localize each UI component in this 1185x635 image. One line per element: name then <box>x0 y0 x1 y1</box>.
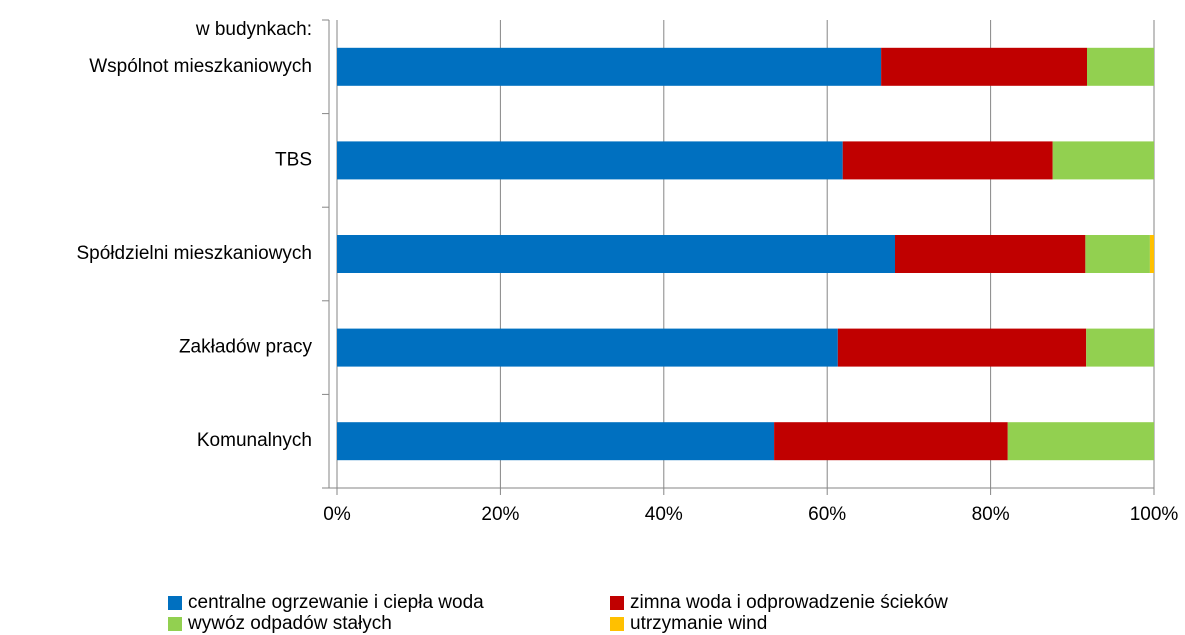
bar-segment <box>881 47 1088 86</box>
bar-segment <box>774 422 1008 461</box>
bar-segment <box>895 235 1086 273</box>
x-tick-label: 0% <box>323 504 351 525</box>
legend-label: centralne ogrzewanie i ciepła woda <box>188 592 484 613</box>
y-tick-label: TBS <box>275 149 312 170</box>
legend-swatch <box>610 617 624 631</box>
x-tick-label: 80% <box>972 504 1010 525</box>
y-tick-label: Wspólnot mieszkaniowych <box>89 56 312 77</box>
bar-segment <box>337 235 896 273</box>
y-tick-label: Komunalnych <box>197 430 312 451</box>
bar-segment <box>1086 328 1154 367</box>
annotation: w budynkach: <box>195 19 312 40</box>
legend-label: wywóz odpadów stałych <box>187 613 392 634</box>
y-tick-label: Spółdzielni mieszkaniowych <box>77 243 313 264</box>
legend-swatch <box>168 617 182 631</box>
y-tick-label: Zakładów pracy <box>179 337 313 358</box>
x-tick-label: 60% <box>808 504 846 525</box>
legend-label: utrzymanie wind <box>630 613 767 634</box>
legend-swatch <box>610 596 624 610</box>
bar-segment <box>337 141 843 180</box>
legend-swatch <box>168 596 182 610</box>
bar-segment <box>1052 141 1154 180</box>
bar-segment <box>1149 235 1154 273</box>
x-tick-label: 40% <box>645 504 683 525</box>
bar-segment <box>837 328 1087 367</box>
bar-segment <box>337 328 838 367</box>
bar-segment <box>337 422 775 461</box>
legend-label: zimna woda i odprowadzenie ścieków <box>630 592 948 613</box>
x-tick-label: 100% <box>1130 504 1179 525</box>
bar-segment <box>1085 235 1150 273</box>
bar-segment <box>842 141 1053 180</box>
bar-segment <box>337 47 882 86</box>
x-tick-label: 20% <box>481 504 519 525</box>
bar-segment <box>1007 422 1154 461</box>
bar-segment <box>1087 47 1154 86</box>
